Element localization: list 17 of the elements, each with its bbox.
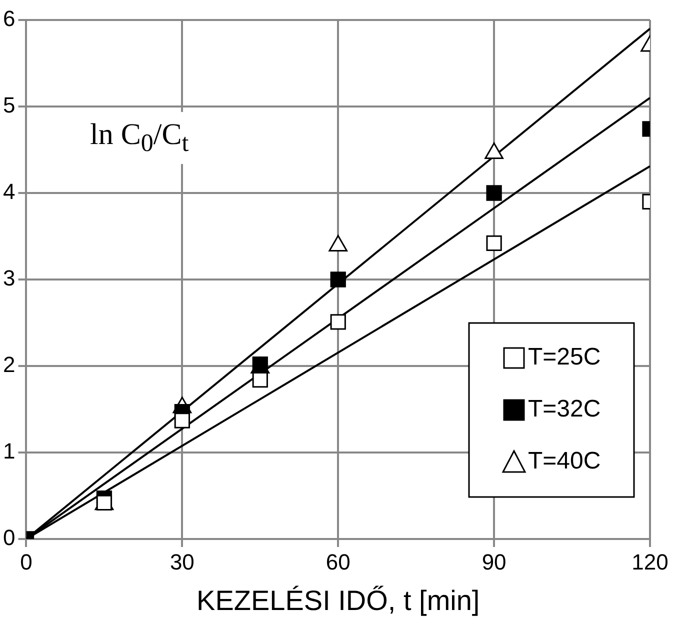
x-tick-label: 90 (482, 549, 506, 574)
x-tick-label: 0 (20, 549, 32, 574)
y-tick-label: 3 (2, 266, 16, 291)
y-tick-label: 5 (2, 92, 16, 118)
legend-label: T=25C (528, 344, 601, 371)
y-tick-label: 1 (2, 438, 16, 464)
y-tick-label: 0 (2, 525, 16, 550)
legend-label: T=40C (528, 448, 601, 475)
y-axis-title: ln C$_{0}$/C$_{t}$ (82, 112, 197, 164)
x-tick-label: 60 (326, 549, 350, 574)
y-tick-label: 4 (2, 179, 16, 204)
x-tick-label: 30 (170, 549, 194, 574)
y-tick-label: 6 (2, 6, 16, 32)
x-tick-label: 120 (632, 549, 668, 574)
y-tick-label: 2 (2, 352, 16, 378)
legend-label: T=32C (528, 396, 601, 423)
x-axis-title: KEZELÉSI IDŐ, t [min] (196, 584, 480, 616)
